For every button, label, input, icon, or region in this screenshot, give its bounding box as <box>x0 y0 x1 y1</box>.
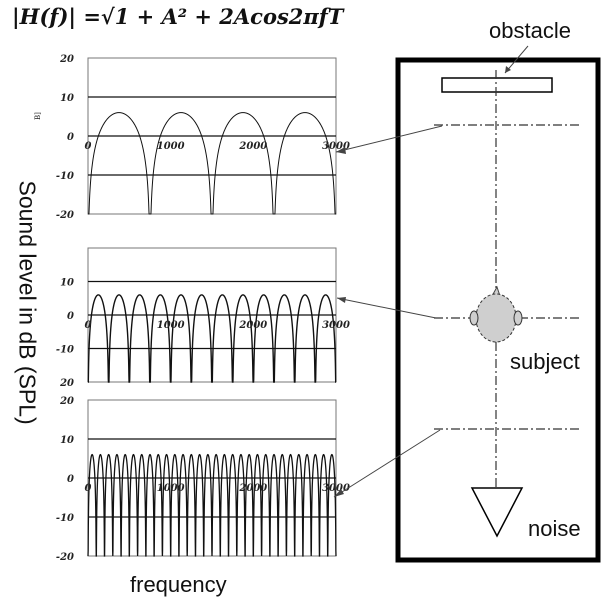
x-tick-label: 0 <box>85 141 92 152</box>
y-tick-label: 10 <box>60 435 74 446</box>
noise-source-icon <box>470 487 524 538</box>
y-tick-label: 10 <box>60 278 74 289</box>
y-tick-label: 20 <box>59 378 74 389</box>
chart-panel-3: 20 10 0 -10 -20 0 1000 2000 3000 <box>56 396 350 563</box>
x-axis-label: frequency <box>130 572 227 597</box>
response-curve <box>87 294 337 383</box>
x-tick-label: 2000 <box>238 483 267 494</box>
chart-panel-1: 20 10 0 -10 -20 0 1000 2000 3000 B] <box>34 54 350 221</box>
x-tick-label: 3000 <box>322 141 350 152</box>
x-tick-label: 1000 <box>157 483 185 494</box>
x-tick-label: 3000 <box>322 483 350 494</box>
y-tick-label: -20 <box>56 210 74 221</box>
x-tick-label: 0 <box>85 320 92 331</box>
chart-panel-2: 10 0 -10 20 0 1000 2000 3000 <box>56 247 350 389</box>
arrow-to-panel-2 <box>336 297 437 319</box>
y-tick-label: 0 <box>67 132 74 143</box>
y-tick-label: 20 <box>59 54 74 65</box>
response-curve <box>87 453 337 557</box>
x-tick-label: 3000 <box>322 320 350 331</box>
arrow-to-panel-3 <box>333 429 441 498</box>
transfer-function-formula: |H(f)| =√1 + A² + 2Acos2πfT <box>12 4 344 29</box>
room-diagram <box>333 45 601 563</box>
response-curve <box>88 112 336 215</box>
y-tick-label: 20 <box>59 396 74 407</box>
obstacle-shape <box>441 77 553 93</box>
unit-fragment: B] <box>34 112 42 120</box>
subject-head-icon <box>469 285 523 343</box>
x-tick-label: 0 <box>85 483 92 494</box>
y-tick-label: -10 <box>56 513 74 524</box>
y-tick-label: -20 <box>56 552 74 563</box>
y-tick-label: 0 <box>67 311 74 322</box>
x-tick-label: 1000 <box>157 320 185 331</box>
y-tick-label: -10 <box>56 345 74 356</box>
noise-label: noise <box>528 516 581 541</box>
y-tick-label: 0 <box>67 474 74 485</box>
obstacle-label: obstacle <box>489 18 571 43</box>
arrow-to-panel-1 <box>335 125 443 153</box>
y-tick-label: 10 <box>60 93 74 104</box>
x-tick-label: 2000 <box>238 141 267 152</box>
x-tick-label: 1000 <box>157 141 185 152</box>
x-tick-label: 2000 <box>238 320 267 331</box>
y-tick-label: -10 <box>56 171 74 182</box>
subject-label: subject <box>510 349 580 374</box>
